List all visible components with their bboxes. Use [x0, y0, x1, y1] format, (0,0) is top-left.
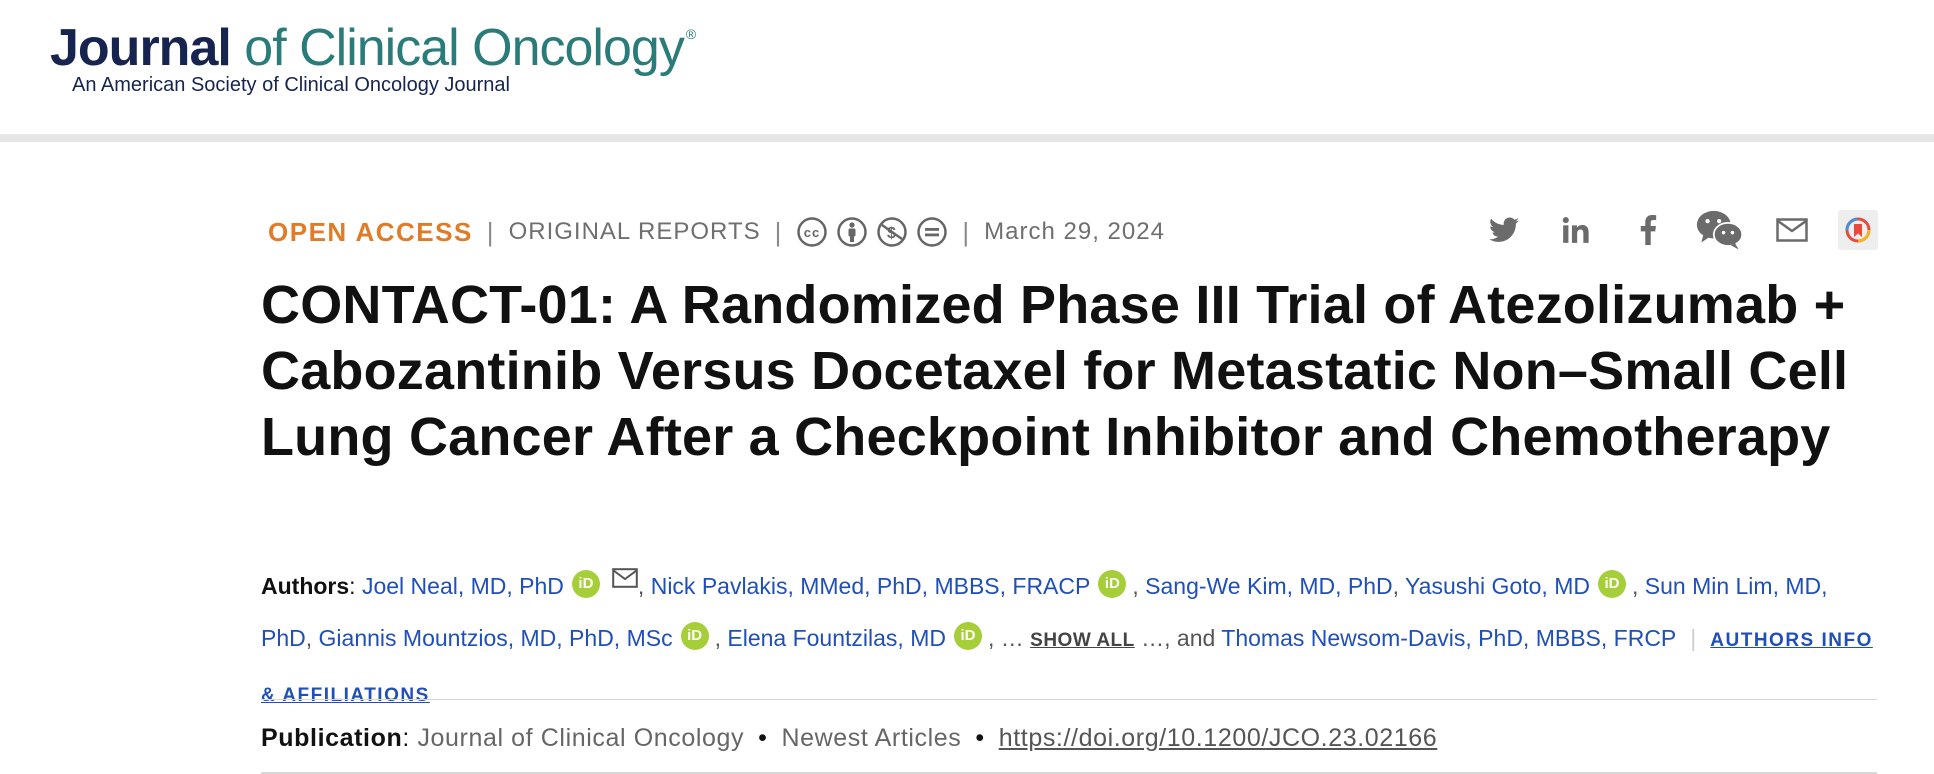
twitter-icon: [1489, 217, 1519, 242]
orcid-icon[interactable]: iD: [953, 622, 982, 650]
linkedin-share-button[interactable]: [1552, 206, 1600, 254]
orcid-icon[interactable]: iD: [571, 570, 600, 598]
author-link[interactable]: Thomas Newsom-Davis, PhD, MBBS, FRCP: [1221, 625, 1677, 651]
bookmark-icon: [1845, 217, 1871, 243]
open-access-badge: OPEN ACCESS: [268, 216, 473, 247]
orcid-icon[interactable]: iD: [1597, 570, 1626, 598]
author-separator: ,: [637, 573, 651, 599]
author-link[interactable]: Giannis Mountzios, MD, PhD, MSc: [318, 625, 673, 651]
meta-separator: |: [774, 216, 783, 247]
no-derivatives-icon: [917, 217, 948, 247]
author-separator: ,: [1631, 573, 1645, 599]
authors-ellipsis-and: …, and: [1141, 625, 1216, 651]
svg-text:$: $: [887, 225, 897, 242]
facebook-icon: [1640, 215, 1657, 245]
mail-icon[interactable]: [612, 568, 638, 588]
publication-journal[interactable]: Journal of Clinical Oncology: [417, 724, 745, 752]
meta-separator: |: [962, 216, 971, 247]
publication-bottom-divider: [261, 772, 1877, 774]
wechat-share-button[interactable]: [1696, 206, 1744, 254]
authors-divider: |: [1690, 625, 1697, 651]
twitter-share-button[interactable]: [1480, 206, 1528, 254]
publication-colon: :: [402, 724, 410, 752]
logo-journal-word: Journal: [50, 19, 232, 77]
publication-date: March 29, 2024: [984, 218, 1165, 245]
author-link[interactable]: Elena Fountzilas, MD: [727, 625, 946, 651]
orcid-icon[interactable]: iD: [680, 622, 709, 650]
by-attribution-icon: [837, 217, 868, 247]
author-link[interactable]: Joel Neal, MD, PhD: [361, 573, 564, 599]
license-icons[interactable]: cc $: [796, 216, 948, 248]
author-link[interactable]: Sun Min Lim, MD, PhD: [261, 573, 1828, 651]
article-title: CONTACT-01: A Randomized Phase III Trial…: [261, 275, 1849, 467]
author-separator: ,: [987, 625, 1001, 651]
author-separator: ,: [714, 625, 728, 651]
svg-text:cc: cc: [804, 225, 820, 240]
publication-top-divider: [261, 699, 1877, 700]
share-toolbar: [1456, 206, 1878, 254]
email-share-button[interactable]: [1768, 206, 1816, 254]
logo-subtitle: An American Society of Clinical Oncology…: [72, 74, 510, 96]
article-type[interactable]: ORIGINAL REPORTS: [508, 218, 761, 245]
facebook-share-button[interactable]: [1624, 206, 1672, 254]
journal-logo[interactable]: Journal of Clinical Oncology ® An America…: [50, 18, 696, 97]
logo-wordmark: Journal of Clinical Oncology ®: [50, 18, 696, 78]
cc-icon: cc: [797, 217, 828, 247]
logo-journal-name: of Clinical Oncology: [230, 19, 685, 77]
publication-section[interactable]: Newest Articles: [781, 724, 962, 752]
header-divider: [0, 134, 1934, 142]
orcid-icon[interactable]: iD: [1098, 570, 1127, 598]
logo-registered-mark: ®: [685, 26, 696, 42]
publication-line: Publication: Journal of Clinical Oncolog…: [261, 714, 1437, 762]
article-meta-line: OPEN ACCESS | ORIGINAL REPORTS | cc $ | …: [268, 214, 1165, 250]
non-commercial-icon: $: [877, 217, 908, 247]
site-header: Journal of Clinical Oncology ® An America…: [0, 0, 1934, 134]
author-link[interactable]: Sang-We Kim, MD, PhD: [1145, 573, 1393, 599]
doi-link[interactable]: https://doi.org/10.1200/JCO.23.02166: [998, 724, 1438, 752]
bullet-separator: •: [758, 724, 768, 752]
author-link[interactable]: Yasushi Goto, MD: [1405, 573, 1590, 599]
author-separator: ,: [305, 625, 319, 651]
publication-label: Publication: [261, 724, 403, 752]
authors-affiliations-link[interactable]: AUTHORS INFO & AFFILIATIONS: [261, 630, 1873, 706]
authors-ellipsis: …: [1000, 625, 1024, 651]
authors-label: Authors: [261, 573, 350, 599]
author-separator: ,: [1392, 573, 1406, 599]
author-separator: ,: [1132, 573, 1146, 599]
meta-separator: |: [486, 216, 495, 247]
wechat-icon: [1696, 210, 1744, 250]
bullet-separator: •: [975, 724, 985, 752]
linkedin-icon: [1562, 217, 1589, 243]
bookmark-button[interactable]: [1838, 210, 1878, 250]
show-all-authors-button[interactable]: SHOW ALL: [1030, 630, 1135, 651]
author-list: Authors: Joel Neal, MD, PhD iD, Nick Pavl…: [261, 560, 1881, 722]
email-icon: [1776, 218, 1808, 242]
authors-colon: :: [349, 573, 356, 599]
author-link[interactable]: Nick Pavlakis, MMed, PhD, MBBS, FRACP: [650, 573, 1091, 599]
